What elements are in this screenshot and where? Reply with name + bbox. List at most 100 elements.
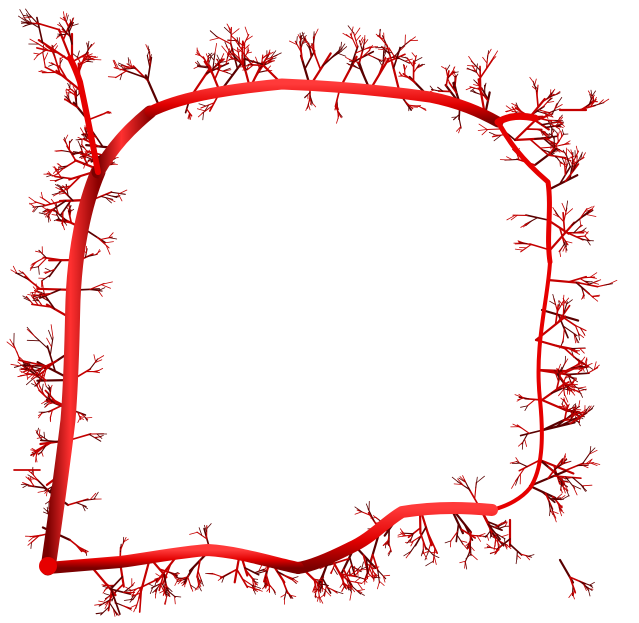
capillary-twig-1552	[560, 488, 563, 493]
capillary-twig-660	[187, 112, 190, 119]
capillary-twig-2154	[583, 584, 587, 591]
capillary-twig-1454	[526, 398, 536, 407]
capillary-twig-1954	[253, 587, 261, 591]
capillary-twig-790	[245, 64, 250, 71]
capillary-twig-1291	[604, 283, 613, 286]
capillary-twig-249	[41, 280, 44, 288]
capillary-twig-1147	[486, 128, 503, 131]
capillary-twig-1647	[457, 478, 465, 487]
capillary-twig-1607	[486, 535, 490, 541]
capillary-twig-600	[26, 13, 32, 24]
capillary-twig-1779	[365, 557, 369, 574]
capillary-twig-1699	[405, 551, 411, 559]
capillary-twig-781	[242, 68, 249, 71]
capillary-twig-528	[102, 111, 110, 115]
capillary-twig-1616	[502, 521, 508, 525]
capillary-twig-1456	[524, 405, 529, 411]
capillary-twig-976	[451, 67, 455, 74]
capillary-twig-1280	[592, 297, 599, 302]
capillary-twig-1322	[562, 298, 567, 305]
capillary-twig-691	[241, 40, 244, 64]
vessel-corner-node	[39, 557, 57, 575]
capillary-twig-1585	[559, 510, 562, 517]
capillary-twig-820	[331, 48, 343, 58]
capillary-twig-1549	[562, 480, 564, 487]
capillary-twig-1221	[573, 224, 582, 234]
capillary-twig-240	[23, 297, 31, 302]
capillary-twig-806	[296, 36, 298, 45]
capillary-twig-1257	[565, 200, 568, 211]
capillary-twig-84	[30, 452, 37, 455]
capillary-twig-1746	[387, 549, 392, 555]
capillary-twig-1010	[465, 87, 473, 91]
capillary-twig-1598	[552, 511, 559, 514]
capillary-twig-178	[6, 341, 16, 349]
capillary-twig-1982	[200, 578, 204, 587]
capillary-twig-1915	[263, 583, 266, 589]
capillary-twig-680	[207, 57, 211, 71]
capillary-twig-73	[36, 427, 39, 434]
capillary-twig-615	[129, 59, 133, 67]
capillary-twig-1393	[558, 388, 565, 397]
capillary-twig-125	[45, 403, 49, 408]
capillary-twig-27	[79, 549, 87, 553]
capillary-twig-1964	[190, 584, 198, 590]
capillary-twig-294	[37, 257, 48, 268]
capillary-twig-1587	[559, 506, 563, 511]
capillary-twig-1947	[221, 576, 225, 583]
capillary-twig-35	[29, 476, 32, 483]
capillary-twig-637	[147, 45, 150, 54]
capillary-twig-1100	[546, 114, 554, 118]
capillary-twig-1270	[514, 248, 524, 251]
capillary-twig-1623	[504, 522, 508, 527]
capillary-twig-778	[247, 63, 265, 67]
capillary-twig-1848	[361, 566, 368, 570]
capillary-twig-1693	[424, 552, 429, 561]
capillary-twig-744	[265, 60, 271, 64]
capillary-twig-366	[60, 189, 69, 197]
capillary-twig-2022	[164, 591, 170, 597]
capillary-twig-2049	[131, 594, 137, 597]
capillary-twig-1276	[581, 294, 585, 300]
capillary-twig-713	[197, 108, 206, 112]
capillary-twig-2126	[602, 98, 610, 104]
capillary-twig-1163	[547, 154, 567, 159]
capillary-twig-1606	[485, 530, 491, 538]
capillary-twig-1502	[584, 405, 590, 413]
capillary-twig-619	[118, 62, 128, 67]
capillary-twig-1157	[557, 131, 560, 138]
capillary-twig-2059	[103, 593, 111, 596]
capillary-twig-1160	[561, 129, 564, 135]
capillary-twig-1095	[512, 106, 517, 113]
capillary-twig-2159	[572, 584, 577, 594]
capillary-twig-828	[304, 36, 308, 44]
capillary-twig-2132	[589, 98, 597, 108]
capillary-twig-1172	[506, 156, 513, 161]
capillary-twig-1742	[384, 542, 387, 549]
capillary-twig-384	[62, 159, 77, 170]
capillary-twig-1218	[574, 230, 585, 234]
capillary-twig-1951	[251, 585, 256, 595]
capillary-twig-2034	[159, 589, 166, 594]
capillary-twig-1293	[592, 282, 599, 285]
capillary-twig-768	[236, 47, 240, 60]
capillary-twig-1373	[577, 360, 582, 365]
capillary-twig-1861	[346, 584, 349, 590]
capillary-twig-653	[221, 45, 229, 55]
capillary-twig-886	[360, 39, 364, 46]
capillary-twig-926	[382, 46, 392, 51]
capillary-twig-599	[20, 21, 31, 23]
capillary-twig-1213	[584, 231, 589, 237]
capillary-twig-1182	[560, 161, 567, 168]
capillary-twig-1460	[518, 396, 530, 400]
capillary-twig-1090	[514, 106, 520, 110]
capillary-twig-2149	[583, 582, 593, 587]
capillary-twig-36	[36, 478, 49, 491]
capillary-twig-479	[75, 138, 83, 141]
capillary-twig-1808	[349, 591, 352, 601]
capillary-twig-348	[33, 206, 39, 213]
capillary-twig-1007	[470, 90, 478, 94]
capillary-twig-662	[189, 114, 192, 120]
capillary-twig-1117	[542, 130, 547, 136]
capillary-twig-1241	[506, 214, 516, 221]
